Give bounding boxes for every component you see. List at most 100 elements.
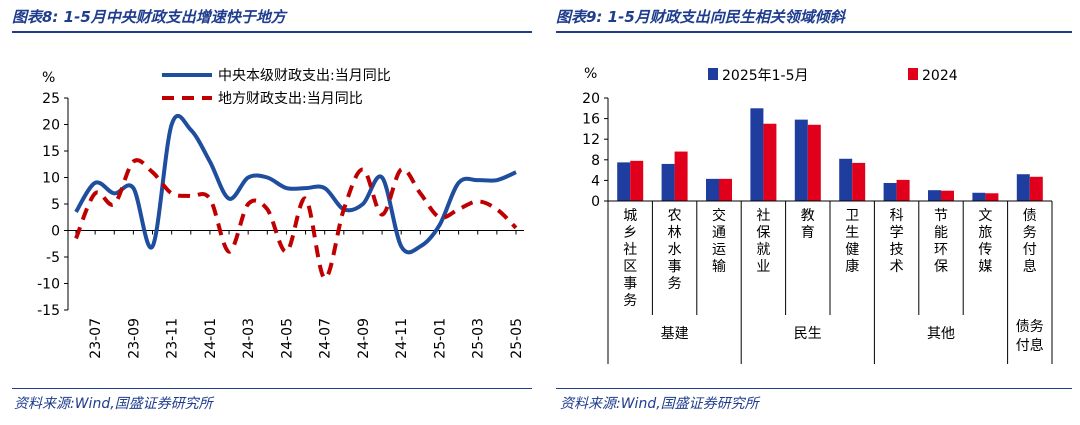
right-bottom-rule [556,388,1072,389]
right-y-tick-label: 4 [591,173,600,189]
left-legend-label: 地方财政支出:当月同比 [218,91,363,107]
local-spending-line [74,158,518,281]
category-label: 业 [756,259,770,275]
bar-2025 [617,162,631,201]
category-label: 乡 [623,225,637,241]
category-label: 能 [934,225,948,241]
category-label: 社 [756,208,770,224]
bar-2024 [807,124,821,201]
left-y-tick-label: -10 [37,277,60,293]
left-y-tick-label: 20 [42,118,60,134]
category-label: 传 [978,242,992,258]
right-y-tick-label: 20 [582,91,600,107]
bar-2024 [630,160,644,201]
left-y-tick-label: 15 [42,144,60,160]
left-line-chart: % -15 -10 -5 0 5 10 15 20 25 23-07 23-09 23-11 24-01 2… [37,68,525,359]
category-label: 社 [623,242,637,258]
left-x-tick-label: 24-05 [279,318,295,359]
bar-2025 [839,158,853,201]
left-y-tick-label: 10 [42,171,60,187]
bar-2025 [1016,174,1030,201]
category-label: 就 [756,242,770,258]
left-y-tick-label: 0 [51,224,60,240]
category-label: 媒 [978,259,992,275]
group-label: 民生 [794,326,822,342]
category-label: 生 [845,225,859,241]
bar-2024 [852,162,866,201]
left-x-tick-label: 24-11 [394,318,410,359]
category-label: 节 [934,208,948,224]
left-y-tick-label: 5 [51,197,60,213]
right-bar-chart: %048121620城乡社区事务农林水事务交通运输社保就业教育卫生健康科学技术节… [582,66,1053,364]
left-x-tick-label: 23-09 [126,318,142,359]
category-label: 卫 [845,208,859,224]
category-label: 环 [934,242,948,258]
left-x-tick-label: 24-01 [203,318,219,359]
category-label: 文 [978,208,992,224]
right-y-tick-label: 12 [582,132,600,148]
category-label: 付 [1023,242,1037,258]
category-label: 康 [845,258,859,275]
right-legend-label: 2024 [922,68,958,84]
right-chart-title: 图表9: 1-5月财政支出向民生相关领域倾斜 [556,8,845,26]
category-label: 健 [845,242,859,258]
group-label: 债务 [1016,319,1044,335]
category-label: 水 [668,242,682,258]
category-label: 保 [934,259,948,275]
bar-2024 [896,179,910,201]
category-label: 科 [890,208,904,224]
bar-2024 [985,193,999,201]
bar-2025 [661,163,675,201]
category-label: 运 [712,242,726,258]
left-x-tick-label: 24-03 [241,318,257,359]
right-y-tick-label: 16 [582,112,600,128]
legend-swatch-2024 [908,68,918,80]
left-source-note: 资料来源:Wind,国盛证券研究所 [14,396,213,412]
right-y-tick-label: 8 [591,153,600,169]
left-x-tick-label: 25-05 [509,318,525,359]
left-title-rule [12,31,532,33]
bar-2025 [883,182,897,201]
left-x-tick-label: 25-03 [471,318,487,359]
group-label: 付息 [1016,337,1044,354]
legend-swatch-2025 [708,68,718,80]
bar-2025 [750,108,764,201]
group-label: 其他 [927,326,955,342]
category-label: 农 [668,208,682,224]
category-label: 息 [1023,258,1037,275]
left-y-tick-label: -5 [46,250,60,266]
left-x-tick-label: 25-01 [432,318,448,359]
left-x-tick-label: 23-07 [88,318,104,359]
group-label: 基建 [661,325,689,342]
category-label: 事 [623,276,637,292]
right-y-tick-label: 0 [591,194,600,210]
left-y-tick-label: -15 [37,303,60,319]
category-label: 通 [712,225,726,241]
left-y-tick-label: 25 [42,91,60,107]
bar-2024 [941,190,954,201]
category-label: 债 [1023,208,1037,224]
category-label: 务 [623,293,637,309]
central-spending-line [74,114,517,255]
bar-2024 [719,178,732,201]
category-label: 保 [756,225,770,241]
category-label: 区 [623,259,637,275]
category-label: 育 [801,225,815,241]
right-y-unit: % [584,66,597,82]
bar-2024 [763,123,777,201]
right-legend-label: 2025年1-5月 [722,68,809,84]
category-label: 事 [668,259,682,275]
left-legend-label: 中央本级财政支出:当月同比 [218,68,391,84]
left-x-tick-label: 24-09 [356,318,372,359]
bar-2025 [928,190,941,201]
category-label: 教 [801,208,815,224]
right-title-rule [556,31,1072,33]
category-label: 城 [623,208,637,224]
category-label: 技 [890,242,904,258]
left-chart-title: 图表8: 1-5月中央财政支出增速快于地方 [12,8,286,26]
category-label: 务 [668,276,682,292]
left-bottom-rule [12,388,532,389]
left-x-tick-label: 23-11 [165,318,181,359]
bar-2024 [1029,176,1043,201]
